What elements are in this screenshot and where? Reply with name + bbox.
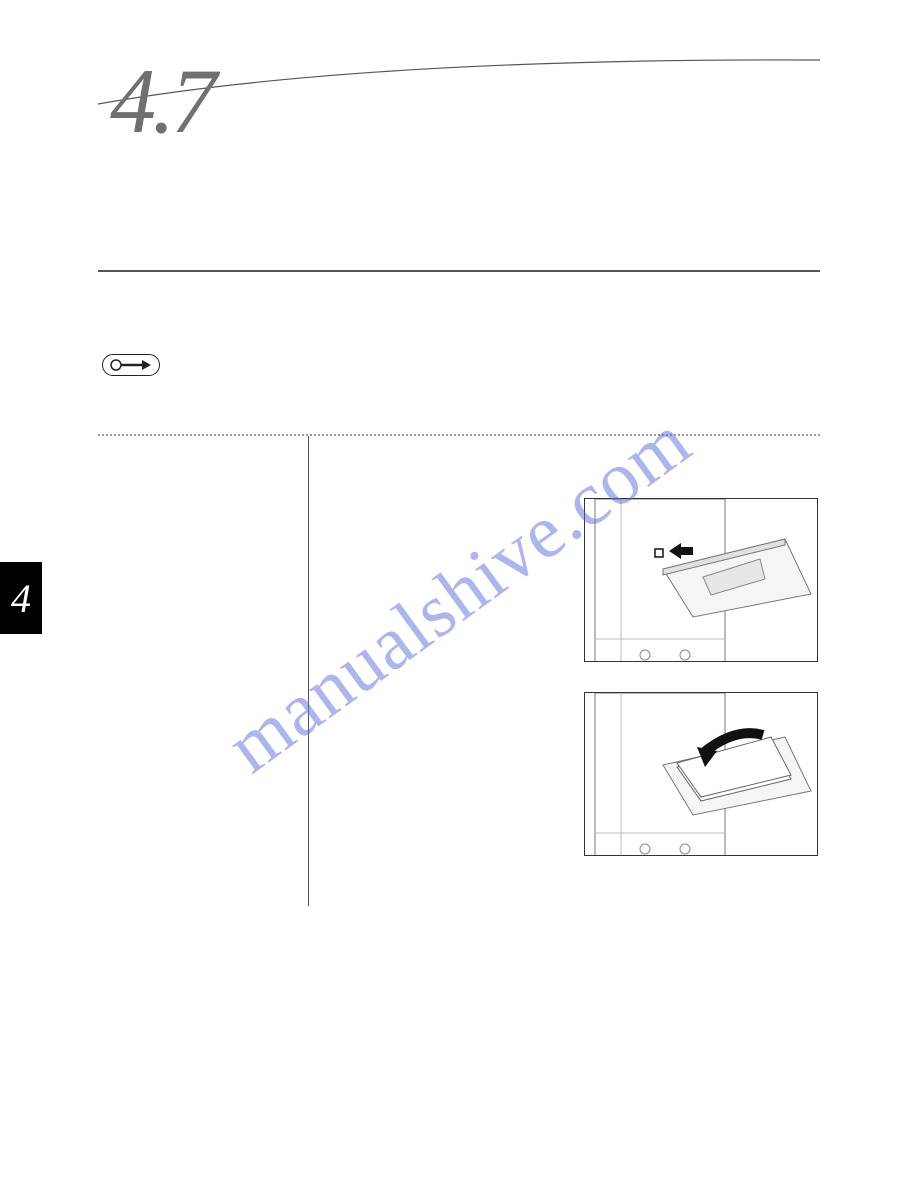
dotted-separator (98, 434, 820, 436)
section-number: 4.7 (110, 48, 832, 154)
figure-column (584, 498, 818, 886)
column-divider (308, 436, 309, 906)
section-number-text: 4.7 (110, 50, 213, 152)
header-underline (98, 270, 820, 272)
arrow-badge-icon (102, 354, 160, 376)
figure-2 (584, 692, 818, 856)
chapter-tab: 4 (0, 562, 42, 634)
figure-1 (584, 498, 818, 662)
page-content: 4.7 (0, 0, 918, 436)
